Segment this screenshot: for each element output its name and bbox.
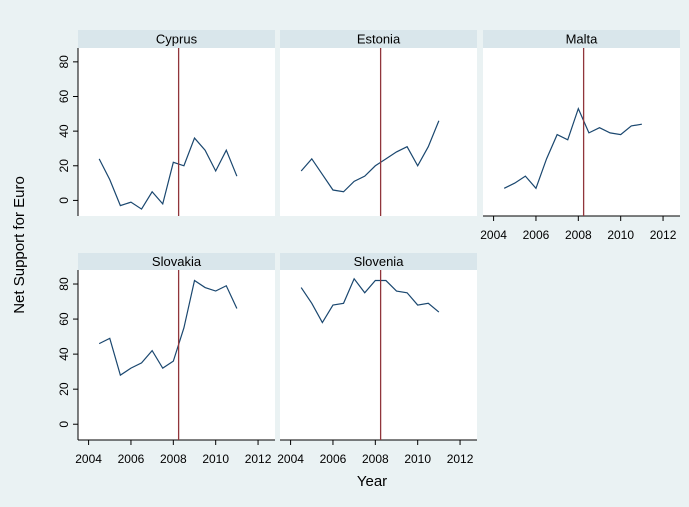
panel-title: Slovenia bbox=[354, 254, 405, 269]
x-tick-label: 2012 bbox=[245, 452, 272, 466]
x-tick-label: 2010 bbox=[607, 228, 634, 242]
plot-area bbox=[78, 48, 275, 216]
y-tick-label: 40 bbox=[57, 124, 71, 138]
x-tick-label: 2010 bbox=[202, 452, 229, 466]
panel-title: Estonia bbox=[357, 31, 401, 46]
panel-title: Malta bbox=[566, 31, 599, 46]
data-line bbox=[300, 120, 440, 193]
plot-area bbox=[280, 270, 477, 440]
y-tick-label: 0 bbox=[57, 197, 71, 204]
data-line bbox=[300, 277, 440, 324]
data-line bbox=[98, 279, 238, 377]
x-tick-label: 2008 bbox=[160, 452, 187, 466]
data-line bbox=[503, 106, 642, 190]
x-tick-label: 2008 bbox=[362, 452, 389, 466]
panel-header bbox=[78, 253, 275, 270]
y-tick-label: 20 bbox=[57, 382, 71, 396]
y-tick-label: 60 bbox=[57, 312, 71, 326]
y-tick-label: 20 bbox=[57, 159, 71, 173]
x-tick-label: 2004 bbox=[277, 452, 304, 466]
y-tick-label: 0 bbox=[57, 421, 71, 428]
panel-header bbox=[280, 30, 477, 48]
panel-title: Slovakia bbox=[152, 254, 202, 269]
y-tick-label: 80 bbox=[57, 277, 71, 291]
x-tick-label: 2004 bbox=[75, 452, 102, 466]
panel-header bbox=[483, 30, 680, 48]
panel-header bbox=[78, 30, 275, 48]
y-tick-label: 60 bbox=[57, 90, 71, 104]
x-tick-label: 2006 bbox=[118, 452, 145, 466]
plot-area bbox=[78, 270, 275, 440]
data-line bbox=[98, 136, 238, 210]
x-tick-label: 2012 bbox=[650, 228, 677, 242]
x-tick-label: 2010 bbox=[404, 452, 431, 466]
x-axis-title: Year bbox=[357, 473, 387, 490]
y-axis-title: Net Support for Euro bbox=[11, 176, 28, 314]
y-tick-label: 80 bbox=[57, 55, 71, 69]
x-tick-label: 2012 bbox=[447, 452, 474, 466]
panel-header bbox=[280, 253, 477, 270]
plot-area bbox=[280, 48, 477, 216]
x-tick-label: 2008 bbox=[565, 228, 592, 242]
plot-area bbox=[483, 48, 680, 216]
y-tick-label: 40 bbox=[57, 347, 71, 361]
panel-title: Cyprus bbox=[156, 31, 198, 46]
x-tick-label: 2006 bbox=[320, 452, 347, 466]
x-tick-label: 2006 bbox=[523, 228, 550, 242]
x-tick-label: 2004 bbox=[480, 228, 507, 242]
